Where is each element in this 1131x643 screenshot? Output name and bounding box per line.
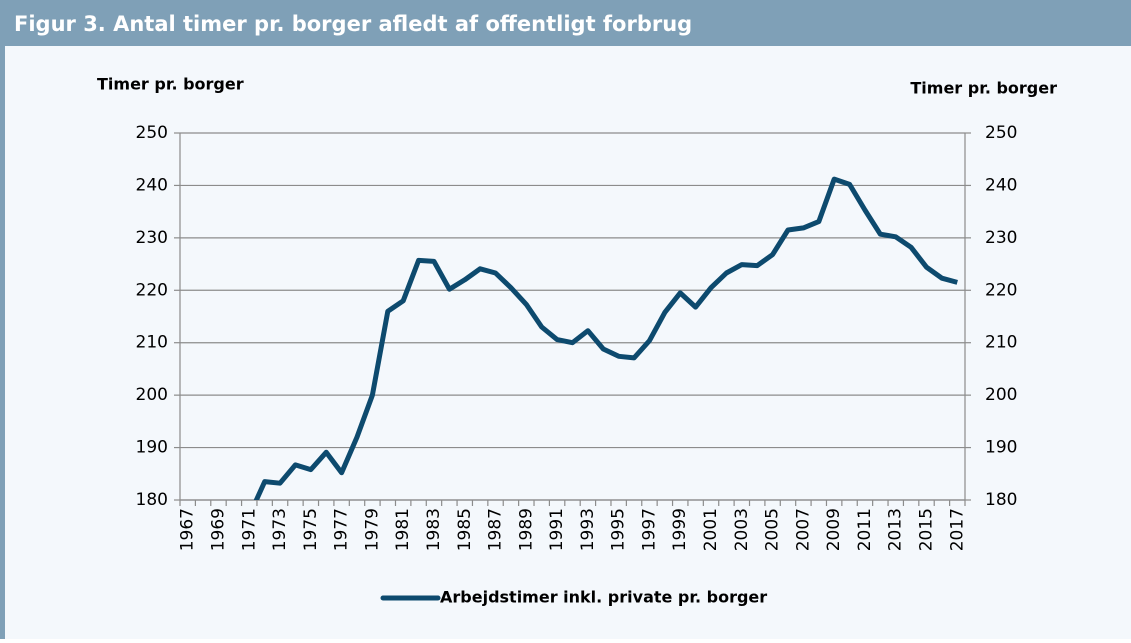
y-tick-label: 190 [136, 438, 168, 458]
y-axis-title: Timer pr. borger [97, 75, 244, 94]
y2-tick-label: 220 [985, 280, 1017, 300]
x-tick-label: 2003 [732, 508, 752, 551]
x-tick-label: 2015 [917, 508, 937, 551]
x-tick-label: 1971 [239, 508, 259, 551]
left-border [0, 46, 5, 639]
x-tick-label: 1985 [455, 508, 475, 551]
chart-title: Figur 3. Antal timer pr. borger afledt a… [14, 12, 692, 36]
y-tick-label: 230 [136, 228, 168, 248]
y2-tick-label: 240 [985, 175, 1017, 195]
x-tick-label: 1975 [301, 508, 321, 551]
y-tick-label: 200 [136, 385, 168, 405]
x-tick-label: 1977 [332, 508, 352, 551]
y-tick-label: 220 [136, 280, 168, 300]
header-bar [0, 0, 1131, 46]
x-tick-label: 1997 [639, 508, 659, 551]
x-tick-label: 1991 [547, 508, 567, 551]
y2-tick-label: 210 [985, 333, 1017, 353]
plot-area [253, 176, 958, 500]
legend: Arbejdstimer inkl. private pr. borger [380, 588, 767, 607]
x-tick-label: 2001 [701, 508, 721, 551]
y2-axis-title: Timer pr. borger [910, 79, 1057, 98]
x-tick-label: 2009 [824, 508, 844, 551]
legend-label: Arbejdstimer inkl. private pr. borger [440, 588, 767, 607]
y2-tick-label: 190 [985, 438, 1017, 458]
y-tick-label: 180 [136, 490, 168, 510]
x-tick-label: 2007 [793, 508, 813, 551]
y-tick-label: 240 [136, 175, 168, 195]
x-tick-label: 1987 [486, 508, 506, 551]
y2-tick-label: 200 [985, 385, 1017, 405]
x-tick-label: 2013 [886, 508, 906, 551]
x-tick-label: 1969 [208, 508, 228, 551]
x-tick-label: 2005 [763, 508, 783, 551]
x-tick-label: 1995 [609, 508, 629, 551]
x-tick-label: 1983 [424, 508, 444, 551]
y2-tick-label: 180 [985, 490, 1017, 510]
x-tick-label: 2011 [855, 508, 875, 551]
x-tick-label: 1973 [270, 508, 290, 551]
series-line [253, 176, 958, 500]
x-tick-label: 1979 [362, 508, 382, 551]
y2-tick-label: 250 [985, 123, 1017, 143]
x-tick-label: 1981 [393, 508, 413, 551]
y-tick-label: 250 [136, 123, 168, 143]
x-tick-label: 1999 [670, 508, 690, 551]
y2-tick-label: 230 [985, 228, 1017, 248]
x-tick-label: 1993 [578, 508, 598, 551]
x-tick-label: 1989 [516, 508, 536, 551]
y-tick-label: 210 [136, 333, 168, 353]
x-tick-label: 2017 [947, 508, 967, 551]
x-tick-label: 1967 [178, 508, 198, 551]
